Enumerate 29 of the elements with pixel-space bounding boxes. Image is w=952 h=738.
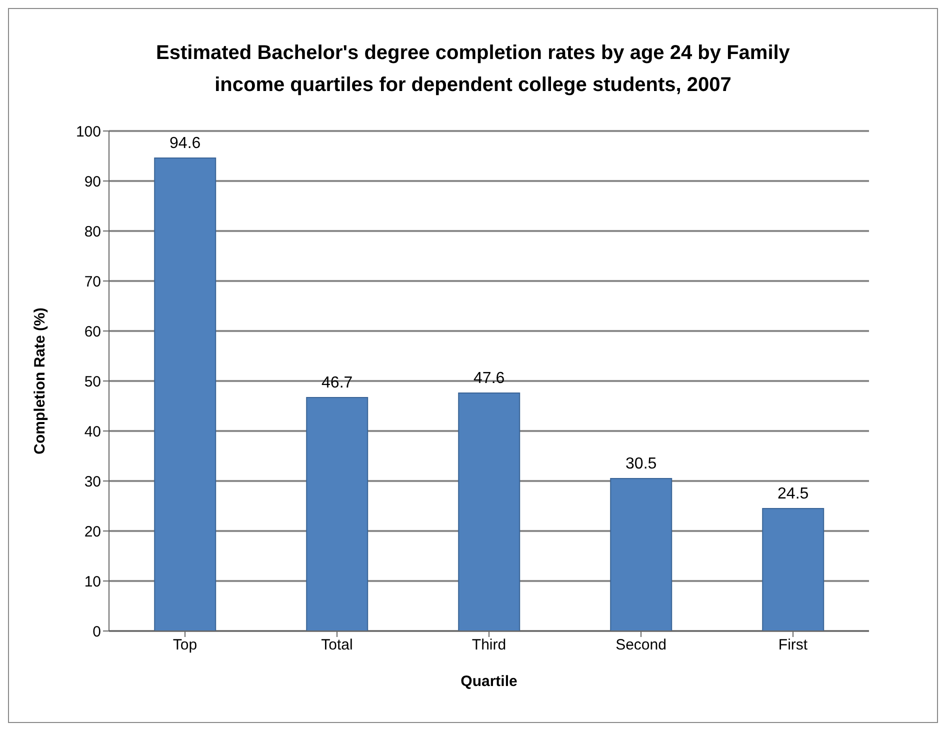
y-tick-label: 90 xyxy=(84,173,101,190)
bar xyxy=(306,397,368,631)
y-tick-label: 20 xyxy=(84,523,101,540)
bar xyxy=(154,158,216,631)
data-label: 24.5 xyxy=(778,486,809,502)
x-tick-label: Third xyxy=(472,636,506,654)
x-axis-title: Quartile xyxy=(460,673,518,690)
y-tick-label: 70 xyxy=(84,273,101,290)
y-tick-label: 40 xyxy=(84,423,101,440)
data-label: 94.6 xyxy=(170,135,201,152)
bar xyxy=(610,478,672,631)
x-tick-label: Total xyxy=(321,636,353,654)
data-label: 30.5 xyxy=(626,456,657,472)
y-tick-label: 10 xyxy=(84,573,101,590)
x-tick-label: Second xyxy=(616,636,666,654)
chart-title: Estimated Bachelor's degree completion rates by age 24 by Family income quartiles for dependent college students, 2007 xyxy=(155,41,791,98)
y-tick-label: 50 xyxy=(84,373,101,390)
y-tick-label: 100 xyxy=(76,123,101,140)
x-tick-label: Top xyxy=(172,636,198,654)
y-axis-title: Completion Rate (%) xyxy=(31,308,48,454)
data-label: 46.7 xyxy=(322,374,353,392)
x-tick-label: First xyxy=(778,636,808,654)
y-tick-label: 30 xyxy=(84,473,101,490)
y-tick-label: 60 xyxy=(84,323,101,340)
data-label: 47.6 xyxy=(474,370,505,387)
y-tick-label: 80 xyxy=(84,223,101,240)
bar xyxy=(762,508,824,631)
bar xyxy=(458,392,520,631)
y-tick-label: 0 xyxy=(92,623,101,640)
